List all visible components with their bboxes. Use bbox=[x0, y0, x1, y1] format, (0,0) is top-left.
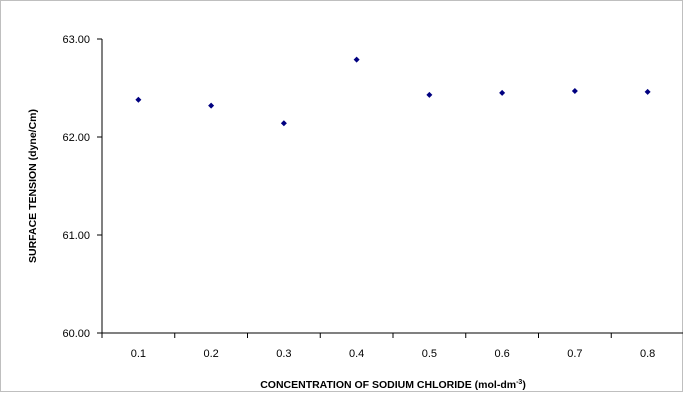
y-tick-label: 60.00 bbox=[62, 328, 90, 340]
data-point bbox=[644, 88, 651, 95]
x-axis-title-main: CONCENTRATION OF SODIUM CHLORIDE (mol-dm bbox=[260, 379, 516, 391]
x-tick-label: 0.4 bbox=[349, 348, 364, 360]
data-point bbox=[135, 96, 142, 103]
y-axis-title: SURFACE TENSION (dyne/Cm) bbox=[27, 109, 39, 263]
data-point bbox=[353, 56, 360, 63]
x-axis-title: CONCENTRATION OF SODIUM CHLORIDE (mol-dm… bbox=[260, 379, 526, 391]
x-tick-label: 0.6 bbox=[494, 348, 509, 360]
x-axis-ticks: 0.1 0.2 0.3 0.4 0.5 0.6 0.7 0.8 bbox=[101, 333, 655, 360]
y-axis-ticks: 60.00 61.00 62.00 63.00 bbox=[62, 34, 102, 340]
data-points bbox=[135, 56, 651, 127]
data-point bbox=[426, 91, 433, 98]
x-tick-label: 0.3 bbox=[276, 348, 291, 360]
x-tick-label: 0.8 bbox=[640, 348, 655, 360]
y-tick-label: 62.00 bbox=[62, 132, 90, 144]
x-tick-label: 0.5 bbox=[422, 348, 437, 360]
data-point bbox=[499, 89, 506, 96]
x-axis-title-superscript: -3 bbox=[516, 379, 522, 386]
x-tick-label: 0.1 bbox=[131, 348, 146, 360]
data-point bbox=[280, 120, 287, 127]
x-tick-label: 0.7 bbox=[567, 348, 582, 360]
y-tick-label: 63.00 bbox=[62, 34, 90, 46]
data-point bbox=[208, 102, 215, 109]
x-tick-label: 0.2 bbox=[203, 348, 218, 360]
y-tick-label: 61.00 bbox=[62, 230, 90, 242]
data-point bbox=[571, 87, 578, 94]
x-axis-title-close: ) bbox=[522, 379, 526, 391]
